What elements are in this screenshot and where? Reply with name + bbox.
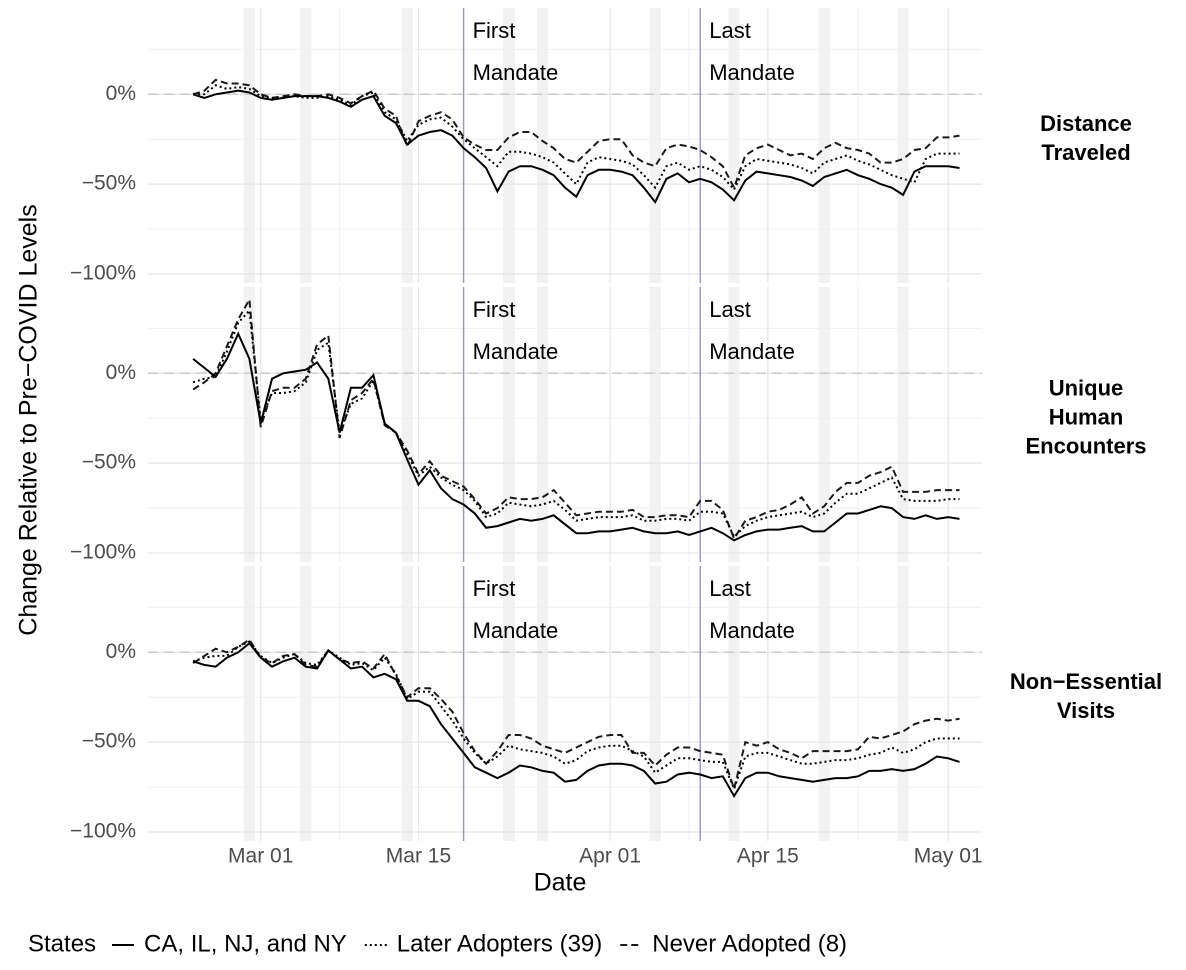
series-line xyxy=(192,308,960,539)
legend-label: Never Adopted (8) xyxy=(652,930,847,957)
shaded-day xyxy=(649,566,661,841)
x-tick-label: Mar 15 xyxy=(386,845,451,868)
annotation-text: Mandate xyxy=(709,339,795,364)
annotation-text: Last xyxy=(709,297,751,322)
x-axis-label: Date xyxy=(534,869,587,897)
shaded-day xyxy=(503,8,515,283)
shaded-day xyxy=(818,287,830,562)
panel-label: Human xyxy=(1049,404,1124,429)
panel-label: Traveled xyxy=(1041,140,1130,165)
shaded-day xyxy=(897,287,909,562)
y-tick-label: −100% xyxy=(70,262,136,285)
annotation-text: First xyxy=(473,576,516,601)
shaded-day xyxy=(243,566,256,841)
shaded-day xyxy=(401,287,413,562)
shaded-day xyxy=(401,566,413,841)
annotation-text: Mandate xyxy=(473,618,559,643)
legend-label: CA, IL, NJ, and NY xyxy=(144,930,347,957)
y-tick-label: −50% xyxy=(82,172,136,195)
panel-label: Encounters xyxy=(1025,433,1146,458)
y-tick-label: −100% xyxy=(70,541,136,564)
annotation-text: Mandate xyxy=(709,60,795,85)
shaded-day xyxy=(897,566,909,841)
annotation-text: First xyxy=(473,18,516,43)
shaded-day xyxy=(300,8,312,283)
annotation-text: Last xyxy=(709,576,751,601)
panel-label: Non−Essential xyxy=(1010,669,1162,694)
x-tick-label: Mar 01 xyxy=(228,845,293,868)
shaded-day xyxy=(728,566,740,841)
series-line xyxy=(192,641,960,799)
shaded-day xyxy=(503,566,515,841)
shaded-day xyxy=(649,8,661,283)
y-tick-label: −100% xyxy=(70,820,136,843)
y-tick-label: −50% xyxy=(82,730,136,753)
shaded-day xyxy=(536,566,549,841)
shaded-day xyxy=(818,566,830,841)
y-tick-label: −50% xyxy=(82,451,136,474)
shaded-day xyxy=(300,287,312,562)
x-tick-label: May 01 xyxy=(914,845,983,868)
series-line xyxy=(192,78,960,191)
legend-label: Later Adopters (39) xyxy=(397,930,602,957)
legend-title: States xyxy=(28,930,96,957)
x-tick-label: Apr 15 xyxy=(737,845,799,868)
y-axis-label: Change Relative to Pre−COVID Levels xyxy=(15,204,43,635)
series-line xyxy=(192,296,960,541)
panel-label: Unique xyxy=(1049,375,1124,400)
shaded-day xyxy=(818,8,830,283)
annotation-text: Mandate xyxy=(709,618,795,643)
series-line xyxy=(192,89,960,204)
annotation-text: Mandate xyxy=(473,60,559,85)
series-line xyxy=(193,84,960,192)
shaded-day xyxy=(243,8,256,283)
x-tick-label: Apr 01 xyxy=(579,845,641,868)
y-tick-label: 0% xyxy=(106,82,136,105)
shaded-day xyxy=(536,287,549,562)
shaded-day xyxy=(649,287,661,562)
shaded-day xyxy=(503,287,515,562)
panel-label: Visits xyxy=(1057,698,1115,723)
panel-label: Distance xyxy=(1040,111,1132,136)
y-tick-label: 0% xyxy=(106,361,136,384)
shaded-day xyxy=(728,287,740,562)
shaded-day xyxy=(897,8,909,283)
shaded-day xyxy=(536,8,549,283)
y-tick-label: 0% xyxy=(106,640,136,663)
series-line xyxy=(192,331,960,542)
annotation-text: Mandate xyxy=(473,339,559,364)
shaded-day xyxy=(728,8,740,283)
annotation-text: First xyxy=(473,297,516,322)
shaded-day xyxy=(243,287,256,562)
shaded-day xyxy=(300,566,312,841)
annotation-text: Last xyxy=(709,18,751,43)
